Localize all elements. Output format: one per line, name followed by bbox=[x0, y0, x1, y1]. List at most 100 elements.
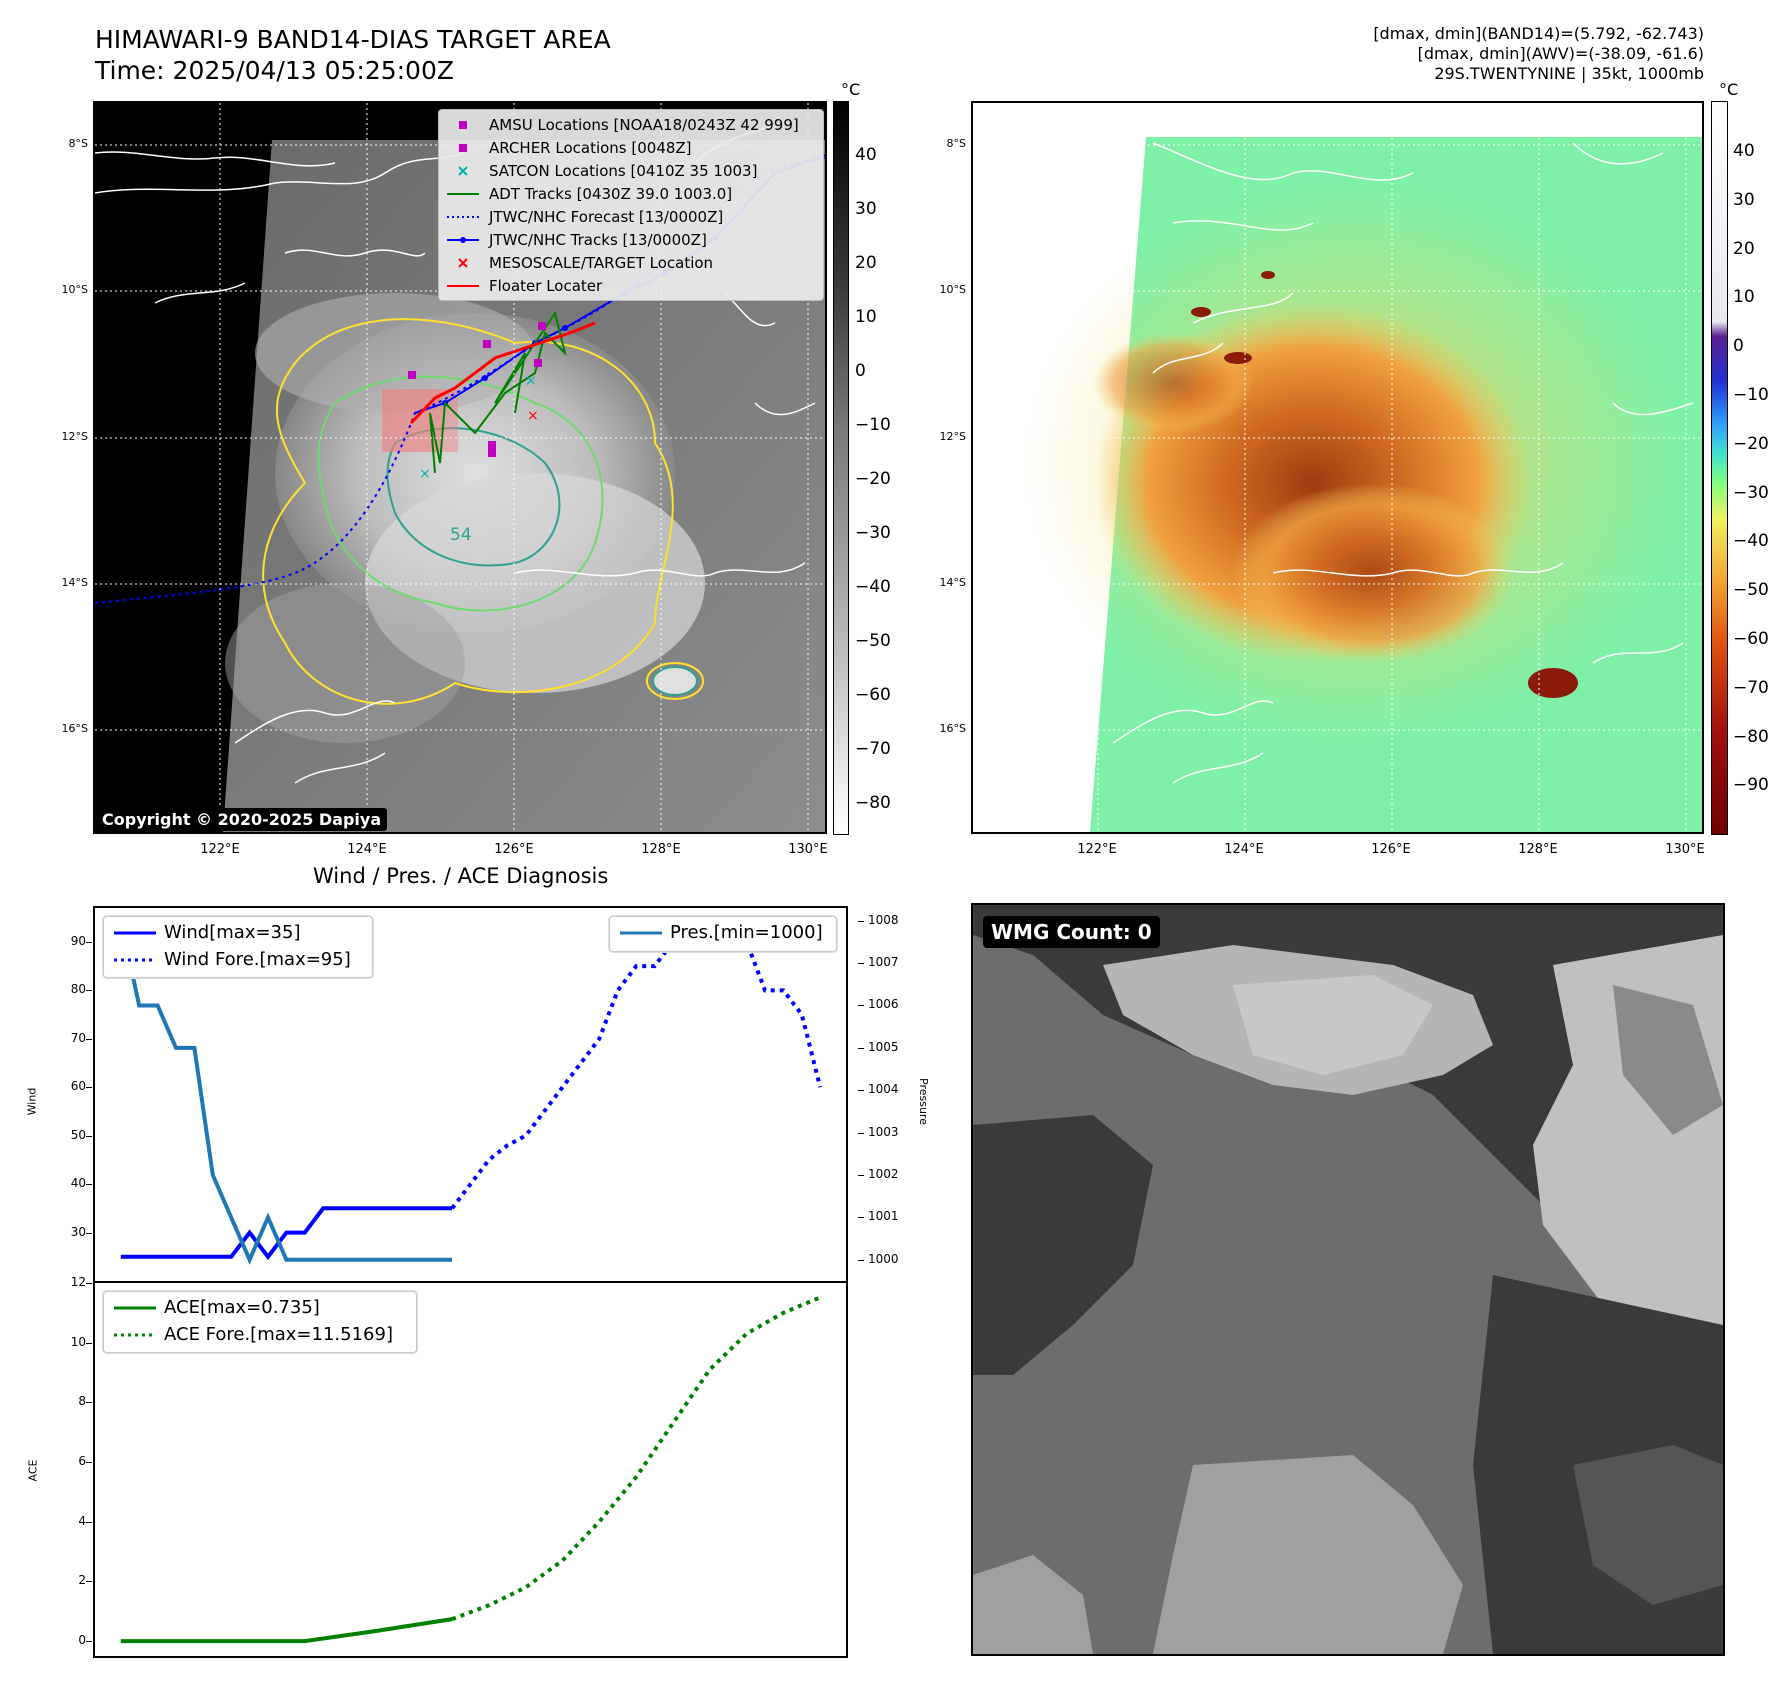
colorbar-tick: −20 bbox=[1733, 433, 1769, 454]
lon-label: 122°E bbox=[200, 842, 240, 857]
colorbar-tick: −30 bbox=[855, 523, 891, 543]
colorbar-tick: −30 bbox=[1733, 482, 1769, 503]
awv-map-panel bbox=[971, 101, 1704, 834]
pressure-tick-mark bbox=[858, 1090, 864, 1092]
ace-tick: 0 bbox=[78, 1633, 86, 1648]
pressure-tick: 1000 bbox=[868, 1251, 899, 1266]
wind-tick-mark bbox=[86, 1087, 92, 1089]
colorbar-tick: −50 bbox=[855, 631, 891, 651]
x-marker-icon bbox=[458, 258, 468, 268]
lat-label: 14°S bbox=[939, 576, 966, 589]
series-line-wind-0 bbox=[120, 1206, 453, 1261]
map-legend: AMSU Locations [NOAA18/0243Z 42 999] ARC… bbox=[438, 109, 824, 301]
pressure-tick: 1008 bbox=[868, 912, 899, 927]
pressure-tick: 1006 bbox=[868, 997, 899, 1012]
wmg-image bbox=[973, 905, 1723, 1654]
colorbar-unit: °C bbox=[841, 80, 861, 99]
wind-axis-label: Wind bbox=[25, 1087, 39, 1116]
ace-tick-mark bbox=[86, 1641, 92, 1643]
square-marker-icon bbox=[459, 144, 467, 152]
wind-tick: 60 bbox=[70, 1079, 86, 1094]
colorbar-tick: 20 bbox=[1733, 238, 1755, 259]
lon-label: 126°E bbox=[494, 842, 534, 857]
pressure-tick: 1005 bbox=[868, 1039, 899, 1054]
lon-label: 124°E bbox=[1224, 842, 1264, 857]
ace-tick: 12 bbox=[70, 1275, 86, 1289]
diagnosis-title: Wind / Pres. / ACE Diagnosis bbox=[313, 864, 609, 888]
wind-tick-mark bbox=[86, 1135, 92, 1137]
series-line-ace-1 bbox=[451, 1295, 821, 1621]
x-marker-icon bbox=[458, 166, 468, 176]
colorbar-tick: −90 bbox=[1733, 775, 1769, 796]
lat-label: 16°S bbox=[939, 722, 966, 735]
svg-text:×: × bbox=[527, 408, 539, 424]
info-band14: [dmax, dmin](BAND14)=(5.792, -62.743) bbox=[1373, 24, 1704, 43]
pressure-tick: 1003 bbox=[868, 1124, 899, 1139]
wind-tick: 50 bbox=[70, 1127, 86, 1142]
pressure-tick: 1001 bbox=[868, 1209, 899, 1224]
pressure-tick: 1004 bbox=[868, 1082, 899, 1097]
wind-tick-mark bbox=[86, 990, 92, 992]
colorbar-tick: −50 bbox=[1733, 580, 1769, 601]
pressure-tick-mark bbox=[858, 920, 864, 922]
line-icon bbox=[620, 931, 662, 935]
series-line-ace-0 bbox=[120, 1617, 453, 1644]
wmg-panel bbox=[971, 903, 1725, 1656]
wind-pressure-plot: Wind[max=35] Wind Fore.[max=95] Pres.[mi… bbox=[93, 906, 848, 1283]
colorbar-tick: 30 bbox=[1733, 189, 1755, 210]
ace-plot: ACE[max=0.735] ACE Fore.[max=11.5169] bbox=[93, 1281, 848, 1658]
colorbar-tick: 40 bbox=[1733, 141, 1755, 161]
contour-label: 54 bbox=[450, 525, 472, 545]
line-icon bbox=[114, 931, 156, 935]
info-awv: [dmax, dmin](AWV)=(-38.09, -61.6) bbox=[1417, 44, 1704, 63]
wmg-count-badge: WMG Count: 0 bbox=[983, 916, 1160, 948]
pressure-legend: Pres.[min=1000] bbox=[609, 916, 837, 952]
lat-label: 10°S bbox=[939, 283, 966, 296]
ir-map-image: × × × bbox=[95, 103, 825, 832]
wind-legend: Wind[max=35] Wind Fore.[max=95] bbox=[103, 916, 373, 978]
info-storm: 29S.TWENTYNINE | 35kt, 1000mb bbox=[1434, 64, 1704, 83]
gray-colorbar bbox=[833, 101, 849, 835]
colorbar-tick: −80 bbox=[855, 793, 891, 813]
lat-label: 16°S bbox=[61, 722, 88, 735]
colorbar-tick: 30 bbox=[855, 199, 877, 219]
pressure-tick-mark bbox=[858, 1047, 864, 1049]
wind-tick: 90 bbox=[70, 933, 86, 948]
lat-label: 8°S bbox=[946, 137, 966, 150]
lat-label: 10°S bbox=[61, 283, 88, 296]
pressure-tick: 1002 bbox=[868, 1167, 899, 1182]
colorbar-tick: −10 bbox=[855, 415, 891, 435]
chart-time: Time: 2025/04/13 05:25:00Z bbox=[95, 56, 454, 85]
ace-axis-label: ACE bbox=[26, 1459, 40, 1482]
lon-label: 126°E bbox=[1371, 842, 1411, 857]
colorbar-tick: −60 bbox=[1733, 629, 1769, 649]
awv-map-image bbox=[973, 103, 1702, 832]
ace-tick-mark bbox=[86, 1462, 92, 1464]
line-icon bbox=[447, 193, 479, 195]
ace-tick-mark bbox=[86, 1521, 92, 1523]
dotted-line-icon bbox=[447, 216, 479, 218]
pressure-tick-mark bbox=[858, 963, 864, 965]
ace-tick-mark bbox=[86, 1342, 92, 1344]
lat-label: 12°S bbox=[939, 430, 966, 443]
wind-tick: 70 bbox=[70, 1030, 86, 1045]
colorbar-tick: −10 bbox=[1733, 385, 1769, 405]
chart-title: HIMAWARI-9 BAND14-DIAS TARGET AREA bbox=[95, 25, 611, 54]
colorbar-tick: −80 bbox=[1733, 726, 1769, 747]
svg-text:×: × bbox=[419, 466, 431, 482]
copyright-badge: Copyright © 2020-2025 Dapiya bbox=[96, 808, 388, 831]
lon-label: 122°E bbox=[1077, 842, 1117, 857]
ace-tick-mark bbox=[86, 1283, 92, 1284]
colorbar-tick: −40 bbox=[1733, 531, 1769, 552]
colorbar-tick: 40 bbox=[855, 145, 877, 165]
lat-label: 8°S bbox=[68, 137, 88, 150]
wind-tick-mark bbox=[86, 1184, 92, 1186]
pressure-tick-mark bbox=[858, 1132, 864, 1134]
square-marker-icon bbox=[459, 121, 467, 129]
wind-tick: 40 bbox=[70, 1176, 86, 1191]
colorbar-tick: 10 bbox=[855, 307, 877, 327]
colorbar-tick: −60 bbox=[855, 685, 891, 705]
pressure-tick-mark bbox=[858, 1005, 864, 1007]
dotted-line-icon bbox=[114, 958, 156, 962]
lon-label: 130°E bbox=[788, 842, 828, 857]
